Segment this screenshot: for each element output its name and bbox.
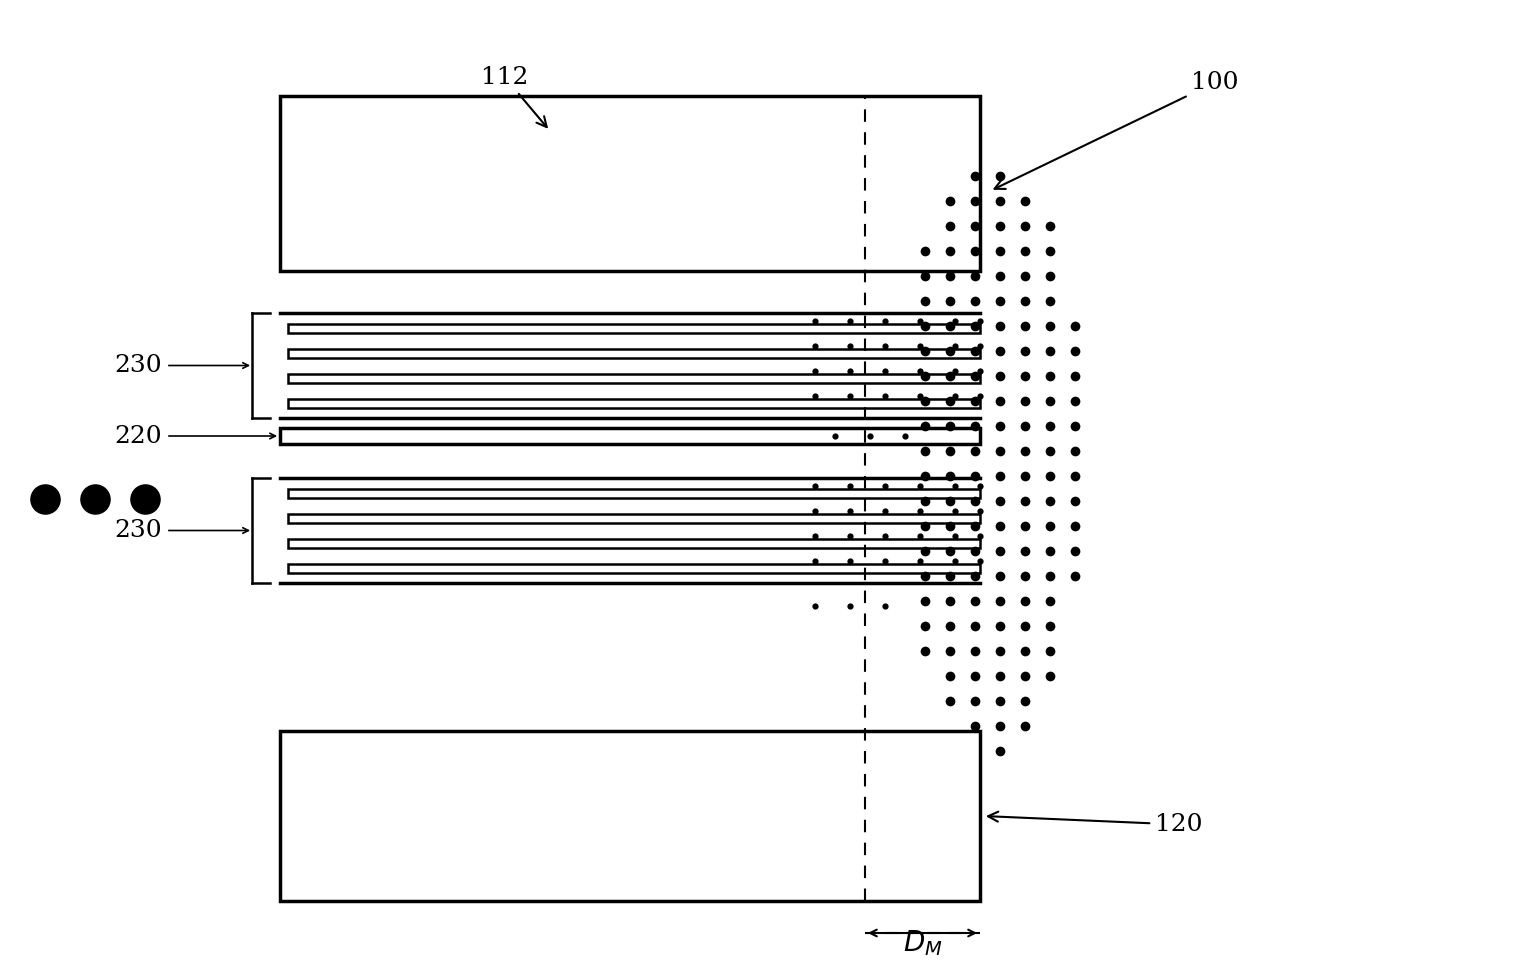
Bar [280, 96, 980, 271]
Text: 100: 100 [994, 71, 1239, 189]
Bar [288, 324, 980, 332]
Text: 230: 230 [115, 519, 162, 542]
Bar [288, 399, 980, 408]
Bar [280, 428, 980, 444]
Bar [288, 349, 980, 357]
Bar [288, 538, 980, 548]
Text: $D_M$: $D_M$ [904, 928, 942, 958]
Bar [280, 731, 980, 901]
Bar [288, 374, 980, 383]
Text: 112: 112 [481, 66, 547, 128]
Text: 230: 230 [115, 354, 162, 377]
Text: 220: 220 [115, 424, 162, 447]
Bar [288, 514, 980, 523]
Bar [288, 489, 980, 497]
Text: 120: 120 [988, 811, 1203, 836]
Bar [288, 563, 980, 573]
